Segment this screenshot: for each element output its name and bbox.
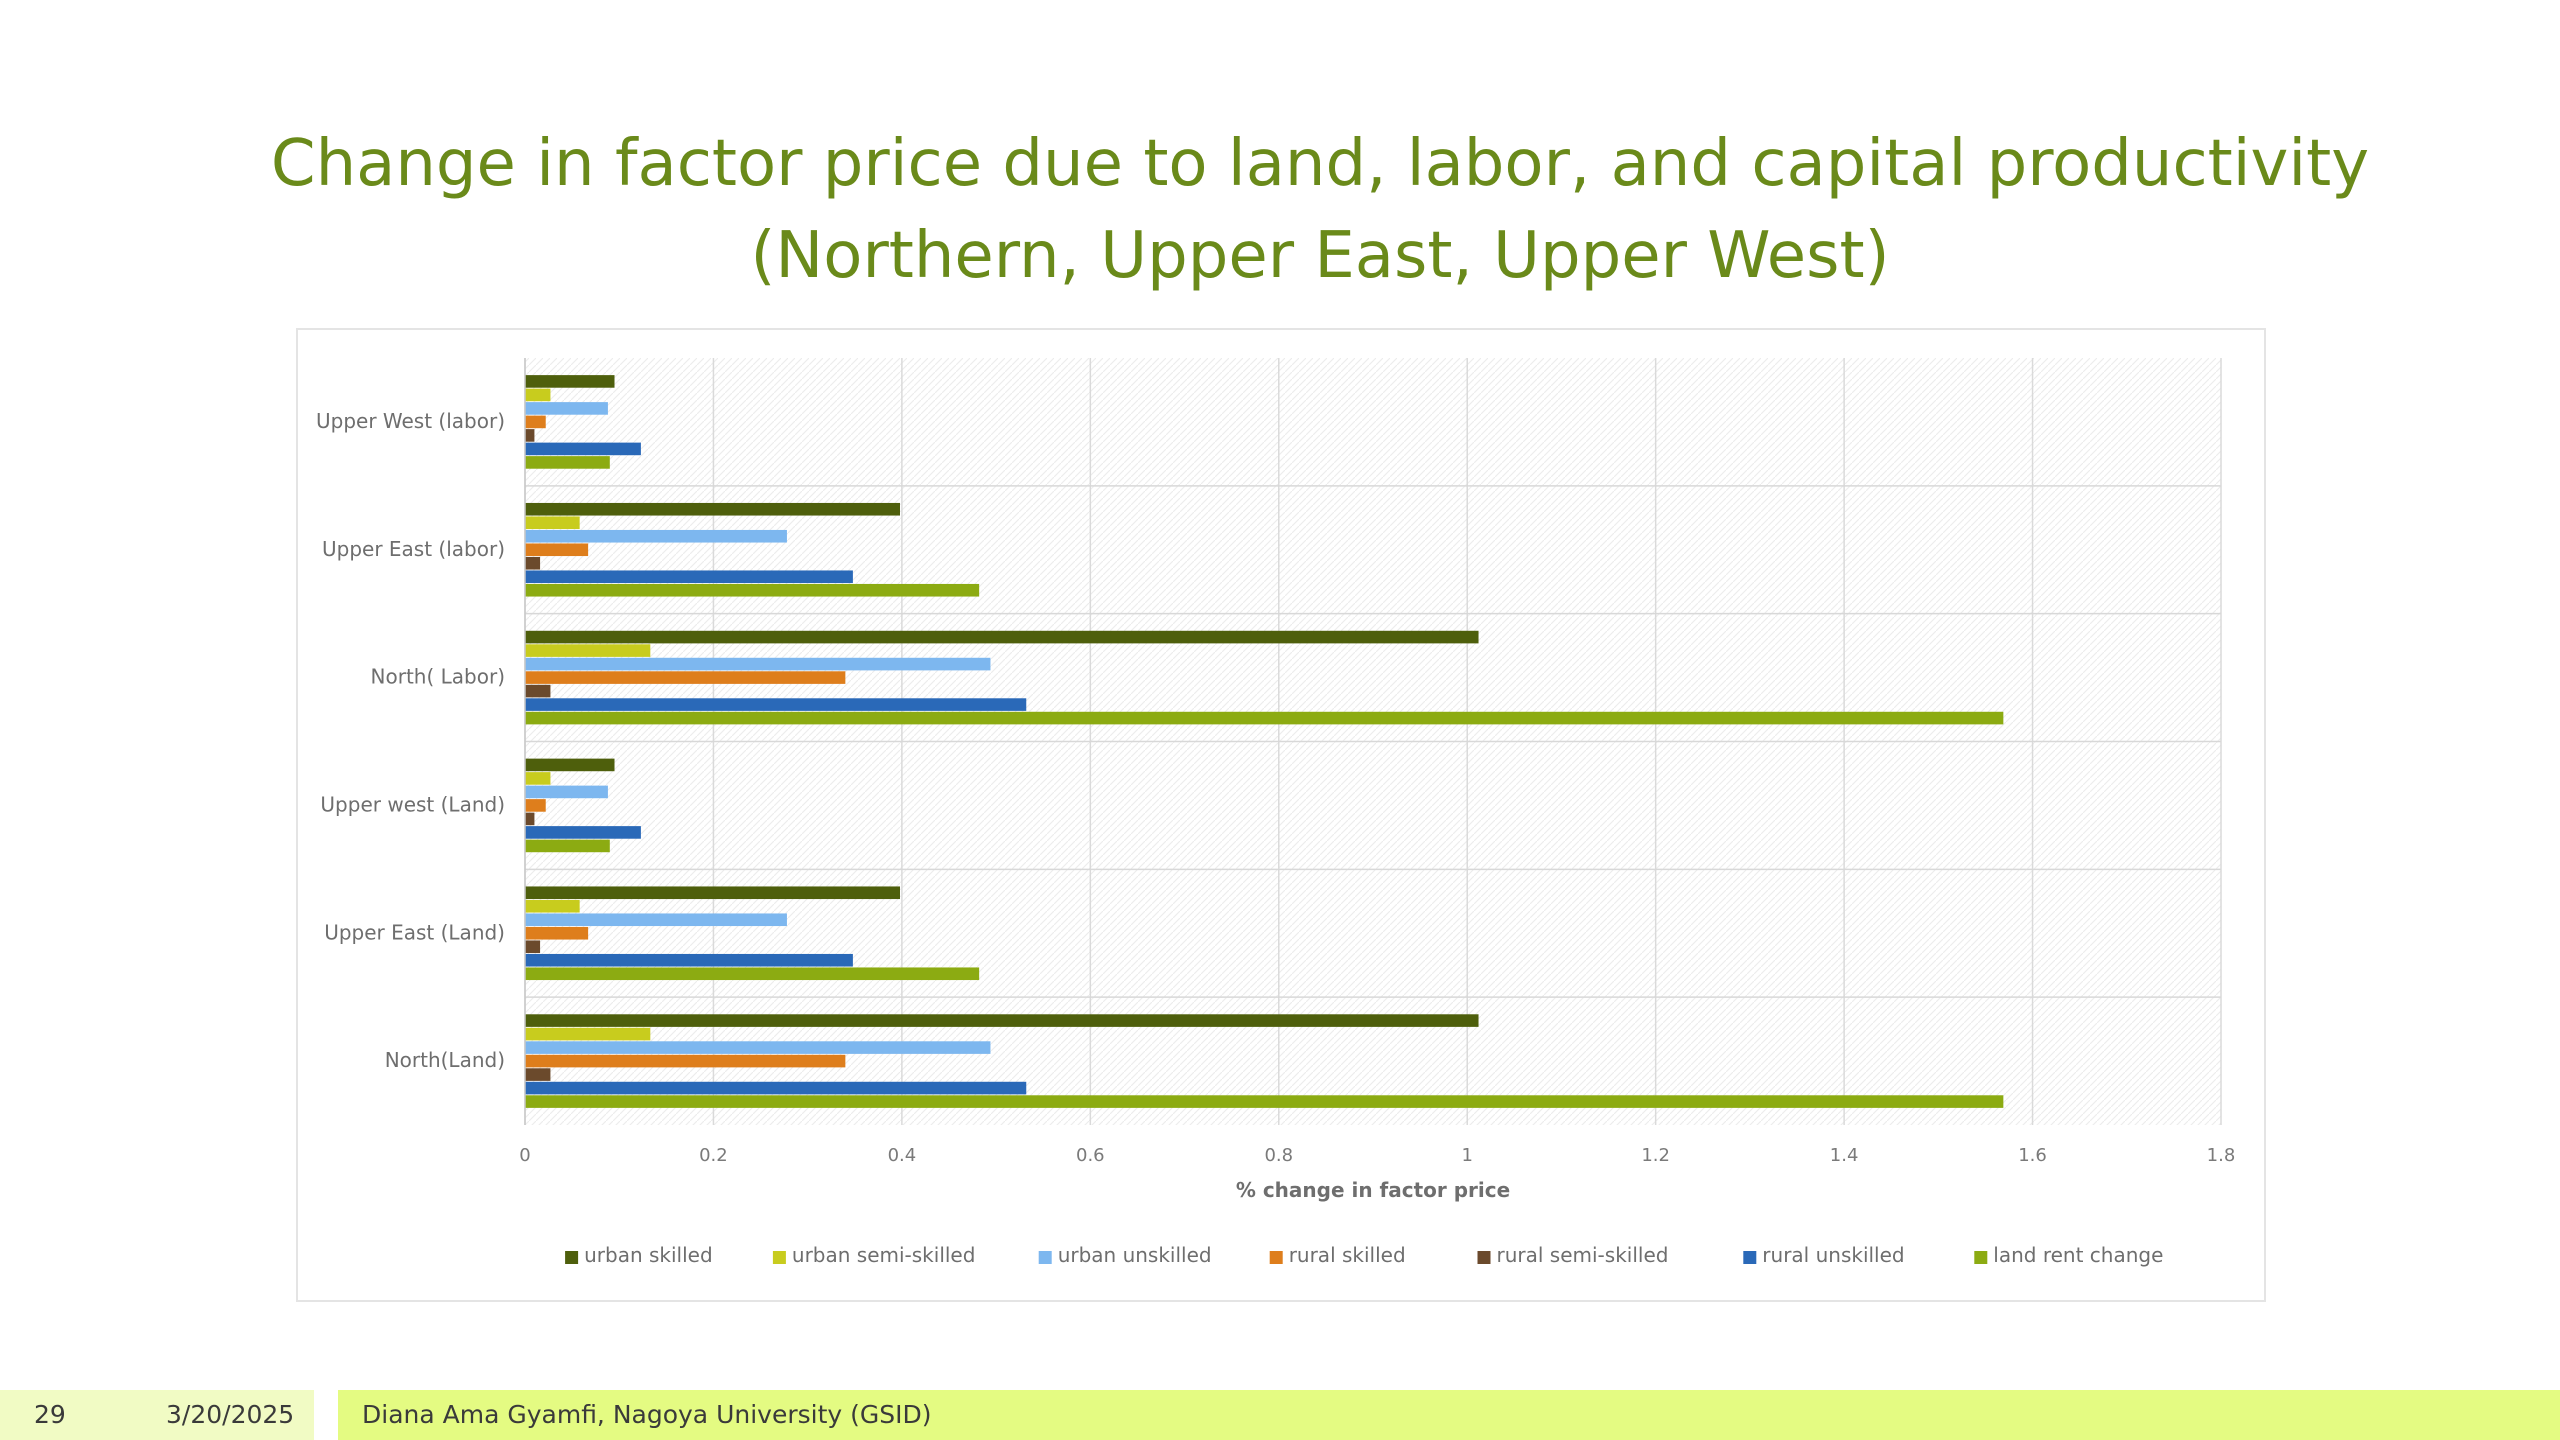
x-tick-label-4: 0.8 <box>1264 1145 1293 1166</box>
x-tick-label-1: 0.2 <box>699 1145 728 1166</box>
chart-area: 0 0.2 0.4 0.6 0.8 1 1.2 1.4 1.6 1.8 Upper West (la… <box>296 328 2266 1302</box>
bar-land-rent-change-upper-east-land <box>525 967 980 981</box>
bar-urban-unskilled-upper-east-land <box>525 913 787 927</box>
bar-land-rent-change-upper-west-land <box>525 839 610 853</box>
bar-urban-semi-skilled-north-land <box>525 1027 651 1041</box>
legend-swatch-urban-unskilled <box>1038 1251 1052 1264</box>
x-tick-label-8: 1.6 <box>2018 1145 2047 1166</box>
footer-date: 3/20/2025 <box>166 1400 295 1429</box>
bar-rural-unskilled-upper-east-land <box>525 953 853 967</box>
category-label-north-land: North(Land) <box>385 1048 505 1072</box>
legend-label-rural-semi-skilled: rural semi-skilled <box>1497 1243 1669 1267</box>
legend-swatch-urban-skilled <box>565 1251 579 1264</box>
bar-rural-semi-skilled-north-land <box>525 1068 551 1081</box>
footer-right-band <box>338 1390 2560 1440</box>
bar-urban-semi-skilled-upper-east-land <box>525 899 580 913</box>
x-tick-label-5: 1 <box>1461 1145 1472 1166</box>
slide-title-line-2: (Northern, Upper East, Upper West) <box>750 219 1890 293</box>
legend-swatch-urban-semi-skilled <box>772 1251 786 1264</box>
bar-rural-semi-skilled-upper-east-land <box>525 940 541 954</box>
legend-label-rural-skilled: rural skilled <box>1289 1243 1406 1267</box>
bar-rural-unskilled-north-labor <box>525 698 1027 711</box>
slide-title-line-1: Change in factor price due to land, labo… <box>270 127 2370 201</box>
bar-rural-skilled-upper-east-land <box>525 926 589 940</box>
bar-land-rent-change-north-land <box>525 1095 2004 1108</box>
bar-urban-unskilled-upper-east-labor <box>525 529 787 543</box>
bar-urban-unskilled-north-land <box>525 1041 991 1054</box>
category-label-north-labor: North( Labor) <box>371 665 505 689</box>
bar-urban-skilled-upper-west-labor <box>525 375 615 388</box>
footer-author: Diana Ama Gyamfi, Nagoya University (GSI… <box>362 1400 932 1429</box>
bar-urban-semi-skilled-upper-east-labor <box>525 516 580 530</box>
footer: 29 3/20/2025 Diana Ama Gyamfi, Nagoya Un… <box>0 1390 2560 1440</box>
bar-urban-semi-skilled-upper-west-land <box>525 772 551 785</box>
slide-title: Change in factor price due to land, labo… <box>200 118 2440 302</box>
bar-urban-semi-skilled-north-labor <box>525 644 651 657</box>
bar-rural-unskilled-upper-west-land <box>525 826 641 839</box>
bar-rural-skilled-north-land <box>525 1054 846 1068</box>
legend-label-urban-unskilled: urban unskilled <box>1058 1243 1212 1267</box>
category-label-upper-west-land: Upper west (Land) <box>320 792 505 816</box>
bar-urban-skilled-upper-west-land <box>525 758 615 772</box>
bar-rural-semi-skilled-north-labor <box>525 684 551 698</box>
bar-urban-skilled-upper-east-labor <box>525 502 901 516</box>
footer-left-band <box>0 1390 314 1440</box>
category-label-upper-east-land: Upper East (Land) <box>324 920 505 944</box>
bar-urban-unskilled-upper-west-labor <box>525 402 608 415</box>
legend-label-urban-semi-skilled: urban semi-skilled <box>792 1243 976 1267</box>
bar-land-rent-change-upper-west-labor <box>525 456 610 469</box>
bar-urban-unskilled-upper-west-land <box>525 785 608 799</box>
x-tick-label-3: 0.6 <box>1076 1145 1105 1166</box>
bar-urban-skilled-north-land <box>525 1014 1479 1027</box>
x-axis-title: % change in factor price <box>1236 1178 1510 1202</box>
bar-land-rent-change-north-labor <box>525 711 2004 725</box>
x-tick-label-6: 1.2 <box>1641 1145 1670 1166</box>
bar-urban-skilled-north-labor <box>525 630 1479 644</box>
legend-swatch-rural-unskilled <box>1743 1251 1757 1264</box>
bar-rural-unskilled-upper-west-labor <box>525 442 641 456</box>
footer-page-number: 29 <box>34 1400 66 1429</box>
bar-rural-skilled-north-labor <box>525 671 846 684</box>
bar-rural-semi-skilled-upper-east-labor <box>525 556 541 570</box>
bar-chart: 0 0.2 0.4 0.6 0.8 1 1.2 1.4 1.6 1.8 Upper West (la… <box>316 358 2236 1267</box>
bar-land-rent-change-upper-east-labor <box>525 583 980 597</box>
bar-rural-unskilled-upper-east-labor <box>525 570 853 584</box>
legend-label-land-rent-change: land rent change <box>1993 1243 2163 1267</box>
x-tick-label-7: 1.4 <box>1830 1145 1859 1166</box>
bar-rural-unskilled-north-land <box>525 1081 1027 1095</box>
bar-rural-skilled-upper-west-land <box>525 799 546 812</box>
legend-swatch-rural-skilled <box>1269 1251 1283 1264</box>
bar-rural-semi-skilled-upper-west-land <box>525 812 535 826</box>
category-label-upper-west-labor: Upper West (labor) <box>316 409 505 433</box>
x-tick-label-0: 0 <box>519 1145 530 1166</box>
legend-swatch-land-rent-change <box>1974 1251 1988 1264</box>
legend-swatch-rural-semi-skilled <box>1477 1251 1491 1264</box>
bar-rural-semi-skilled-upper-west-labor <box>525 429 535 442</box>
legend-label-urban-skilled: urban skilled <box>584 1243 713 1267</box>
bar-rural-skilled-upper-west-labor <box>525 415 546 429</box>
bar-urban-skilled-upper-east-land <box>525 886 901 900</box>
category-label-upper-east-labor: Upper East (labor) <box>322 537 505 561</box>
legend-label-rural-unskilled: rural unskilled <box>1762 1243 1904 1267</box>
bar-urban-unskilled-north-labor <box>525 657 991 671</box>
x-tick-label-9: 1.8 <box>2207 1145 2236 1166</box>
x-tick-label-2: 0.4 <box>888 1145 917 1166</box>
bar-urban-semi-skilled-upper-west-labor <box>525 388 551 402</box>
bar-rural-skilled-upper-east-labor <box>525 543 589 557</box>
